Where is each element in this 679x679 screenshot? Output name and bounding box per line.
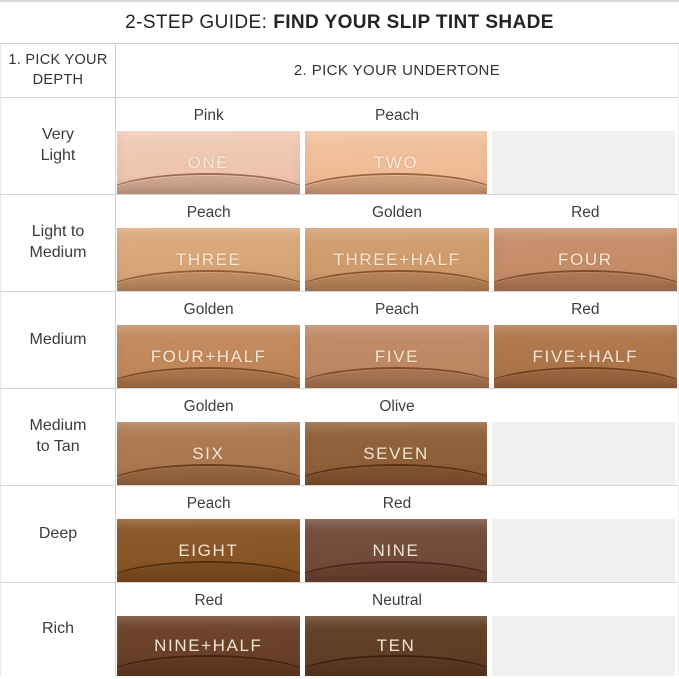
swatch-strip: EIGHT NINE (116, 519, 678, 582)
undertone-label: Golden (372, 203, 422, 221)
depth-row: Medium Golden Peach Red FOUR+HALF FIVE FIVE+HA… (1, 292, 678, 389)
undertone-spacer (494, 98, 677, 131)
undertone-strip: Pink Peach (116, 98, 678, 131)
undertone-label: Peach (186, 203, 231, 221)
shade-swatch: SEVEN (304, 422, 488, 485)
shade-label: SEVEN (363, 443, 429, 463)
shade-label: SIX (192, 443, 225, 463)
shade-swatch: THREE (117, 228, 301, 291)
undertone-label: Golden (183, 397, 234, 415)
depth-row: Light to Medium Peach Golden Red THREE THREE+… (1, 195, 678, 292)
undertone-label: Peach (186, 494, 231, 512)
depth-row: Medium to Tan Golden Olive SIX SEVEN (1, 389, 678, 486)
shade-swatch: EIGHT (117, 519, 300, 582)
shade-swatch: THREE+HALF (305, 228, 489, 291)
undertone-strip: Golden Peach Red (116, 292, 678, 325)
depth-label: Deep (1, 486, 116, 582)
shade-label: EIGHT (178, 540, 239, 560)
undertone-label: Red (382, 494, 412, 512)
shade-swatch: FIVE (305, 325, 489, 388)
depth-label: Rich (1, 583, 116, 676)
table-header-row: 1. PICK YOUR DEPTH 2. PICK YOUR UNDERTON… (1, 44, 678, 98)
undertone-strip: Peach Red (116, 486, 678, 519)
shade-swatch: ONE (117, 131, 300, 194)
undertone-strip: Peach Golden Red (116, 195, 678, 228)
shade-swatch: NINE+HALF (117, 616, 300, 676)
undertone-label: Red (194, 591, 223, 609)
undertone-strip: Red Neutral (116, 583, 678, 616)
undertone-label: Neutral (372, 591, 422, 609)
shade-label: NINE (372, 540, 420, 560)
shade-label: FIVE+HALF (532, 346, 639, 366)
shade-swatch: SIX (117, 422, 300, 485)
undertone-label: Peach (375, 300, 419, 318)
depth-label: Medium to Tan (1, 389, 116, 485)
shade-label: THREE+HALF (333, 249, 461, 269)
shade-label: THREE (175, 249, 242, 269)
shade-swatch: TEN (304, 616, 488, 676)
empty-cell (492, 519, 676, 582)
shade-label: TEN (376, 636, 416, 655)
depth-row: Very Light Pink Peach ONE TWO (1, 98, 678, 195)
shade-swatch: NINE (304, 519, 488, 582)
undertone-spacer (494, 389, 677, 422)
guide-title: 2-STEP GUIDE: FIND YOUR SLIP TINT SHADE (0, 0, 679, 44)
shade-label: FOUR (558, 249, 613, 269)
shade-swatch: FOUR+HALF (117, 325, 301, 388)
shade-label: ONE (187, 152, 230, 172)
row-content: Peach Red EIGHT NINE (116, 486, 678, 582)
swatch-strip: SIX SEVEN (116, 422, 678, 485)
empty-cell (492, 131, 676, 194)
swatch-strip: THREE THREE+HALF FOUR (116, 228, 678, 291)
empty-cell (492, 616, 676, 676)
undertone-label: Pink (193, 106, 224, 124)
shade-label: FIVE (374, 346, 420, 366)
undertone-strip: Golden Olive (116, 389, 678, 422)
row-content: Golden Olive SIX SEVEN (116, 389, 678, 485)
row-content: Pink Peach ONE TWO (116, 98, 678, 194)
shade-swatch: TWO (304, 131, 488, 194)
undertone-label: Olive (379, 397, 415, 415)
undertone-header: 2. PICK YOUR UNDERTONE (293, 62, 501, 79)
row-content: Red Neutral NINE+HALF TEN (116, 583, 678, 676)
swatch-strip: NINE+HALF TEN (116, 616, 678, 676)
shade-label: FOUR+HALF (150, 346, 267, 366)
depth-label: Medium (1, 292, 116, 388)
depth-header: 1. PICK YOUR DEPTH (1, 44, 116, 97)
shade-swatch: FOUR (493, 228, 677, 291)
undertone-spacer (494, 486, 677, 519)
undertone-label: Golden (183, 300, 234, 318)
shade-label: NINE+HALF (154, 636, 263, 655)
guide-title-prefix: 2-STEP GUIDE: (125, 11, 268, 33)
undertone-label: Red (571, 203, 600, 221)
depth-label: Very Light (1, 98, 116, 194)
undertone-label: Peach (375, 106, 419, 124)
row-content: Golden Peach Red FOUR+HALF FIVE FIVE+HALF (116, 292, 678, 388)
depth-row: Rich Red Neutral NINE+HALF TEN (1, 583, 678, 676)
guide-title-emphasis: FIND YOUR SLIP TINT SHADE (273, 11, 554, 33)
shade-label: TWO (373, 152, 419, 172)
swatch-strip: ONE TWO (116, 131, 678, 194)
depth-row: Deep Peach Red EIGHT NINE (1, 486, 678, 583)
undertone-label: Red (571, 300, 600, 318)
depth-label: Light to Medium (1, 195, 116, 291)
shade-swatch: FIVE+HALF (493, 325, 677, 388)
swatch-strip: FOUR+HALF FIVE FIVE+HALF (116, 325, 678, 388)
row-content: Peach Golden Red THREE THREE+HALF FOUR (116, 195, 678, 291)
undertone-spacer (494, 583, 677, 616)
shade-table: 1. PICK YOUR DEPTH 2. PICK YOUR UNDERTON… (0, 44, 679, 676)
empty-cell (492, 422, 676, 485)
